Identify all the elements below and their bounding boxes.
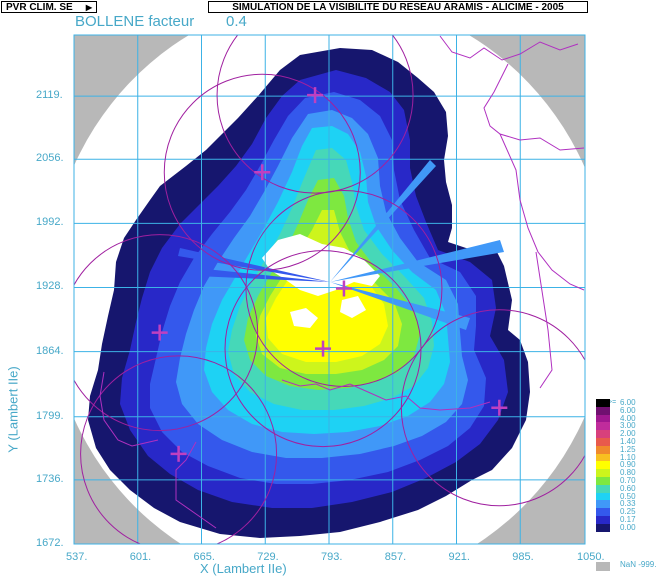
legend-swatch (596, 437, 610, 446)
x-tick-label: 537. (66, 551, 88, 563)
legend-item: 0.60 (596, 483, 666, 493)
legend-swatch (596, 399, 610, 407)
legend-item: 0.17 (596, 514, 666, 524)
y-tick-label: 1799. (36, 409, 64, 422)
legend-label: 6.00 (620, 398, 636, 407)
y-tick-label: 2119. (36, 89, 63, 102)
x-tick-label: 985. (512, 551, 534, 563)
administrative-borders (99, 35, 585, 529)
legend-label: 6.00 (620, 405, 636, 415)
legend-item: 0.50 (596, 491, 666, 501)
x-tick-label: 665. (193, 551, 215, 563)
legend-swatch (596, 523, 610, 532)
radar-site-label: BOLLENE facteur (75, 13, 195, 30)
x-tick-label: 729. (257, 551, 279, 563)
legend-swatch (596, 406, 610, 415)
header-bar: PVR CLIM. SE ▶ SIMULATION DE LA VISIBILI… (0, 0, 671, 14)
y-axis-label: Y (Lambert IIe) (5, 366, 21, 453)
legend-item: 1.40 (596, 436, 666, 446)
x-tick-label: 921. (448, 551, 470, 563)
legend-item: 0.00 (596, 522, 666, 532)
page-title: SIMULATION DE LA VISIBILITE DU RESEAU AR… (208, 1, 588, 13)
legend-swatch (596, 422, 610, 431)
product-label: PVR CLIM. SE (6, 2, 73, 13)
legend-swatch (596, 508, 610, 516)
legend-swatch (596, 453, 610, 462)
legend-label: 0.80 (620, 468, 636, 478)
radar-markers (151, 87, 508, 462)
legend-item: 1.25 (596, 444, 666, 454)
plot-frame (73, 34, 586, 545)
legend-label: 4.00 (620, 413, 636, 423)
radar-range-circles (74, 35, 585, 544)
legend-label: 0.60 (620, 483, 636, 493)
y-tick-label: 2056. (36, 152, 64, 165)
x-tick-label: 857. (384, 551, 407, 563)
legend-swatch (596, 469, 610, 477)
legend-swatch (596, 500, 610, 509)
radar-range-circle (163, 73, 361, 271)
radar-range-circle (216, 35, 414, 194)
play-arrow-icon: ▶ (85, 3, 92, 12)
legend-item: 0.90 (596, 460, 666, 470)
legend-swatch (596, 430, 610, 438)
legend-label: 1.25 (620, 444, 636, 454)
x-tick-label: 1050. (577, 551, 605, 563)
legend-item: 4.00 (596, 413, 666, 423)
legend-label: 0.25 (620, 507, 636, 517)
legend-ge-marker: >= (608, 399, 617, 406)
legend-label: 1.40 (620, 436, 636, 446)
color-legend: 6.00 6.00 4.00 3.00 2.00 1.40 1.25 1.10 0.90 0.80… (596, 398, 666, 532)
legend-label: 0.17 (620, 514, 636, 524)
radar-range-circle (74, 234, 259, 432)
legend-label: 0.50 (620, 491, 636, 501)
legend-label: 3.00 (620, 421, 636, 431)
legend-item: 6.00 (596, 398, 666, 407)
legend-swatch (596, 515, 610, 524)
x-axis-label: X (Lambert IIe) (200, 561, 287, 576)
y-tick-label: 1672. (36, 537, 64, 549)
x-tick-label: 793. (321, 551, 343, 563)
legend-label: 0.90 (620, 460, 636, 470)
y-tick-label: 1928. (36, 280, 64, 293)
legend-item: 0.33 (596, 499, 666, 509)
legend-swatch (596, 445, 610, 454)
legend-swatch (596, 492, 610, 501)
legend-item: 6.00 (596, 405, 666, 415)
y-tick-label: 1992. (36, 216, 64, 229)
legend-item: 0.70 (596, 475, 666, 485)
legend-item: 1.10 (596, 452, 666, 462)
y-tick-label: 1864. (36, 344, 64, 357)
y-tick-label: 1736. (36, 472, 64, 485)
factor-value: 0.4 (226, 13, 247, 30)
legend-label: 1.10 (620, 452, 636, 462)
legend-item: 0.25 (596, 507, 666, 517)
legend-item: 2.00 (596, 429, 666, 439)
legend-swatch (596, 476, 610, 485)
nan-swatch (596, 562, 610, 571)
legend-label: 0.00 (620, 522, 636, 532)
legend-swatch (596, 414, 610, 423)
radar-range-circle (400, 309, 585, 507)
legend-swatch (596, 461, 610, 470)
x-tick-label: 601. (129, 551, 152, 563)
legend-swatch (596, 484, 610, 493)
legend-label: 0.70 (620, 475, 636, 485)
legend-item: 0.80 (596, 468, 666, 478)
radar-range-circle (80, 355, 278, 544)
legend-label: 2.00 (620, 429, 636, 439)
nan-label: NaN -999. (620, 560, 657, 569)
legend-label: 0.33 (620, 499, 636, 509)
legend-item: 3.00 (596, 421, 666, 431)
product-selector-button[interactable]: PVR CLIM. SE ▶ (1, 1, 97, 13)
